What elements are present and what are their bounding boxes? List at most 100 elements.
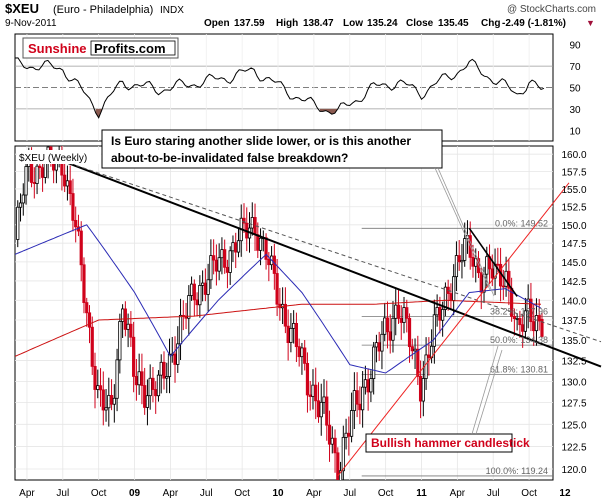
x-tick-label: Jul [200,488,213,499]
candle [529,282,533,332]
candle [407,313,412,363]
candle [416,335,420,385]
candle [518,310,522,338]
price-tick-label: 132.5 [561,357,586,368]
candle [129,311,133,347]
candle [441,301,445,337]
x-tick-label: 11 [416,488,427,499]
dashed-trendline-extension [552,325,602,343]
rsi-tick-label: 90 [569,41,581,52]
support-line-extension [552,182,570,204]
price-tick-label: 157.5 [561,167,586,178]
candle [396,290,401,324]
open-label: Open [204,18,230,29]
candle [209,239,213,289]
price-tick-label: 150.0 [561,221,586,232]
x-tick-label: Jul [343,488,356,499]
candle [176,326,180,373]
downtrend-line [62,160,553,350]
x-tick-label: Apr [163,488,179,499]
price-tick-label: 137.5 [561,316,586,327]
rsi-oversold-fill [319,108,338,115]
price-tick-label: 120.0 [561,465,586,476]
candle [349,392,354,443]
candle [212,239,216,275]
candle [457,240,461,271]
candle [145,379,150,426]
chg-label: Chg [481,18,500,29]
chg-value: -2.49 (-1.81%) [502,18,566,29]
candle [82,257,86,314]
price-tick-label: 142.5 [561,277,586,288]
high-label: High [276,18,298,29]
annotation-text: Bullish hammer candlestick [371,436,530,450]
low-label: Low [343,18,363,29]
fib-label: 61.8%: 130.81 [490,365,548,375]
candle [380,321,384,370]
ma200-line [15,299,542,357]
candle [90,316,94,375]
candle [523,297,528,339]
x-axis: Apr Jul Oct 09 Apr Jul Oct 10 Apr Jul Oct 11 Apr Jul O… [19,488,571,499]
candle [115,348,119,412]
candle [187,285,191,336]
annotation-pointer [471,345,499,435]
date: 9-Nov-2011 [5,18,57,29]
candle [305,352,310,413]
ma50-line [15,224,542,374]
x-tick-label: Oct [378,488,394,499]
x-tick-label: 09 [129,488,141,499]
candle [410,338,414,360]
price-tick-label: 145.0 [561,258,586,269]
candle [101,371,105,426]
candle [405,299,409,333]
candle [540,312,544,339]
down-arrow-icon: ▼ [586,18,595,28]
candle [289,313,293,353]
candle [361,371,365,428]
description: (Euro - Philadelphia) [53,4,153,16]
candle [18,193,23,222]
exchange: INDX [160,5,184,16]
question-line-1: Is Euro staring another slide lower, or … [111,134,411,148]
price-panel: 160.0 157.5 155.0 152.5 150.0 147.5 145.0 142.5… [14,129,602,481]
candle [319,383,323,436]
x-tick-label: Oct [234,488,250,499]
candle [421,361,425,417]
logo-sunshine: Sunshine [28,41,87,56]
candle [355,372,359,418]
candle [460,244,464,279]
x-tick-label: Apr [19,488,35,499]
short-downtrend-line [468,227,518,297]
candle [165,362,169,394]
candle [16,200,20,248]
candle [303,340,307,371]
candle [507,258,511,306]
candle [391,301,395,353]
price-tick-label: 152.5 [561,203,586,214]
candle [325,380,329,441]
price-tick-label: 140.0 [561,296,586,307]
candle [228,246,232,285]
low-value: 135.24 [367,18,398,29]
x-tick-label: Apr [450,488,466,499]
close-label: Close [406,18,434,29]
symbol: $XEU [5,1,39,16]
x-tick-label: 12 [559,488,571,499]
price-tick-label: 147.5 [561,239,586,250]
candle [132,321,136,393]
question-pointer-2 [437,167,495,297]
panel-label: $XEU (Weekly) [19,153,87,164]
price-tick-label: 127.5 [561,399,586,410]
price-tick-label: 135.0 [561,336,586,347]
candle [242,203,246,234]
candle [314,367,318,420]
rsi-line [14,57,545,119]
candle [140,353,144,405]
price-tick-label: 130.0 [561,377,586,388]
candle [68,165,72,206]
candle [151,367,155,403]
candle [294,312,299,363]
candle [156,370,161,402]
candle [283,287,287,334]
